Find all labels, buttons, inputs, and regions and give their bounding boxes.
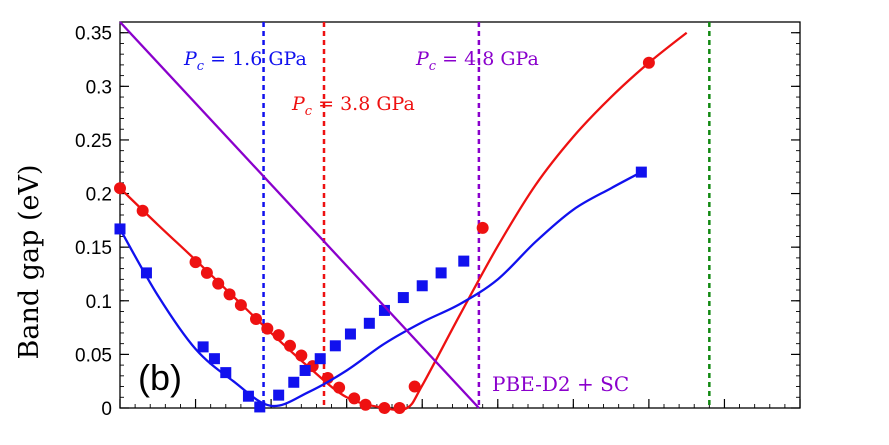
data-point-blue — [254, 401, 266, 413]
data-point-red — [136, 204, 149, 217]
data-point-red — [408, 380, 421, 393]
series-line-blue — [119, 171, 642, 408]
data-point-red — [189, 256, 202, 269]
data-point-blue — [140, 267, 152, 279]
data-point-blue — [197, 341, 209, 353]
y-tick-label: 0.1 — [86, 292, 112, 313]
data-point-blue — [363, 317, 375, 329]
y-tick-label: 0.35 — [75, 24, 112, 45]
data-point-blue — [242, 390, 254, 402]
plot-frame — [119, 21, 801, 409]
data-point-blue — [273, 389, 285, 401]
y-tick-label: 0 — [101, 399, 112, 420]
data-point-blue — [458, 255, 470, 267]
data-point-blue — [299, 364, 311, 376]
data-point-blue — [208, 353, 220, 365]
data-point-red — [212, 277, 225, 290]
data-point-blue — [220, 367, 232, 379]
data-point-blue — [344, 328, 356, 340]
data-point-red — [476, 221, 489, 234]
panel-label: (b) — [138, 357, 182, 398]
y-axis-label: Band gap (eV) — [14, 165, 45, 360]
y-tick-label: 0.2 — [86, 185, 112, 206]
pc-label-blue: Pc = 1.6 GPa — [183, 48, 307, 74]
data-point-red — [223, 288, 236, 301]
data-point-red — [284, 339, 296, 352]
pc-label-purple: Pc = 4.8 GPa — [415, 48, 539, 74]
data-point-blue — [288, 376, 300, 388]
data-point-blue — [329, 340, 341, 352]
data-point-red — [272, 329, 285, 342]
data-point-red — [261, 322, 274, 335]
data-point-red — [234, 299, 247, 312]
data-point-blue — [378, 304, 390, 316]
data-point-red — [642, 56, 655, 69]
data-point-blue — [435, 267, 447, 279]
method-label: PBE-D2 + SC — [492, 372, 629, 396]
y-tick-label: 0.25 — [75, 131, 112, 152]
data-point-blue — [397, 292, 409, 304]
y-tick-label: 0.15 — [75, 238, 112, 259]
data-point-blue — [114, 223, 126, 235]
data-point-blue — [314, 353, 326, 365]
data-point-red — [114, 182, 126, 195]
data-point-blue — [416, 280, 428, 292]
plot-area: 0 0.05 0.1 0.15 0.2 0.25 0.3 0.35 Pc = 1.6 GPa Pc… — [75, 21, 801, 420]
data-point-red — [200, 266, 213, 279]
data-point-red — [359, 398, 372, 411]
data-point-red — [348, 392, 361, 405]
y-tick-label: 0.3 — [86, 77, 112, 98]
y-tick-label: 0.05 — [75, 345, 112, 366]
pc-label-red: Pc = 3.8 GPa — [291, 93, 415, 119]
data-point-red — [393, 402, 406, 414]
data-point-red — [333, 381, 346, 394]
data-point-blue — [635, 166, 647, 178]
series-line-red — [119, 31, 688, 412]
data-point-red — [295, 349, 308, 362]
data-point-red — [378, 402, 391, 414]
data-point-red — [250, 313, 262, 326]
series-line-purple — [119, 21, 480, 409]
